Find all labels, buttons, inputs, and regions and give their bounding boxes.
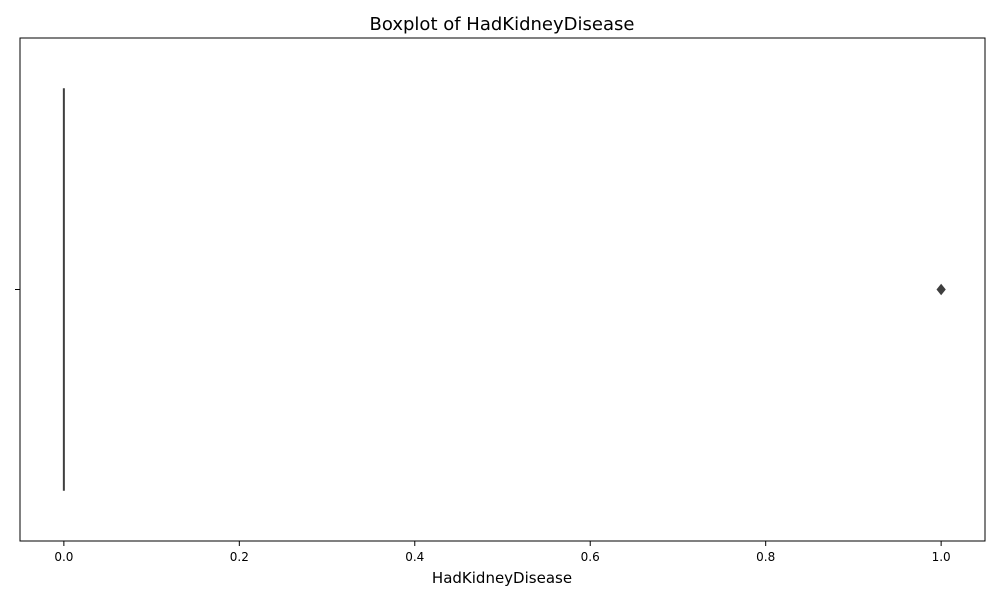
x-tick-label: 0.0	[54, 550, 73, 564]
x-tick-label: 0.2	[230, 550, 249, 564]
x-axis-ticks: 0.0 0.2 0.4 0.6 0.8 1.0	[54, 541, 951, 564]
x-tick-label: 0.4	[405, 550, 424, 564]
plot-area-frame	[19, 37, 986, 542]
x-tick-label: 1.0	[932, 550, 951, 564]
chart-marks	[62, 88, 946, 491]
outlier-point	[936, 283, 946, 296]
x-tick-label: 0.8	[756, 550, 775, 564]
chart-title: Boxplot of HadKidneyDisease	[370, 14, 635, 35]
x-axis-label: HadKidneyDisease	[432, 569, 572, 587]
x-tick-label: 0.6	[581, 550, 600, 564]
